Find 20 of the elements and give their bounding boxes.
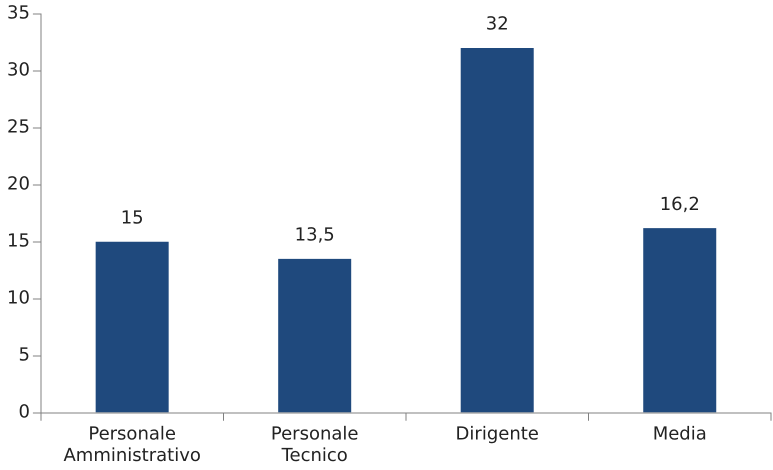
data-label: 32: [486, 14, 509, 35]
data-label: 15: [120, 207, 144, 228]
bar: [460, 48, 534, 412]
bar: [96, 242, 169, 412]
y-tick-label: 5: [18, 344, 30, 366]
x-tick-label: Media: [652, 423, 707, 444]
x-tick-label: Personale Tecnico: [270, 423, 358, 466]
x-tick-label: Dirigente: [456, 423, 539, 444]
y-tick-label: 10: [7, 287, 30, 308]
y-tick-label: 20: [7, 173, 30, 194]
y-tick-label: 25: [7, 116, 30, 138]
y-tick-label: 15: [7, 230, 30, 252]
y-tick-label: 0: [18, 401, 30, 422]
bar: [643, 228, 716, 412]
x-tick-label: Personale Amministrativo: [63, 423, 201, 466]
bar: [278, 258, 352, 412]
y-tick-label: 35: [7, 2, 30, 24]
y-tick-label: 30: [7, 59, 30, 80]
data-label: 13,5: [294, 224, 335, 246]
data-label: 16,2: [660, 194, 700, 215]
